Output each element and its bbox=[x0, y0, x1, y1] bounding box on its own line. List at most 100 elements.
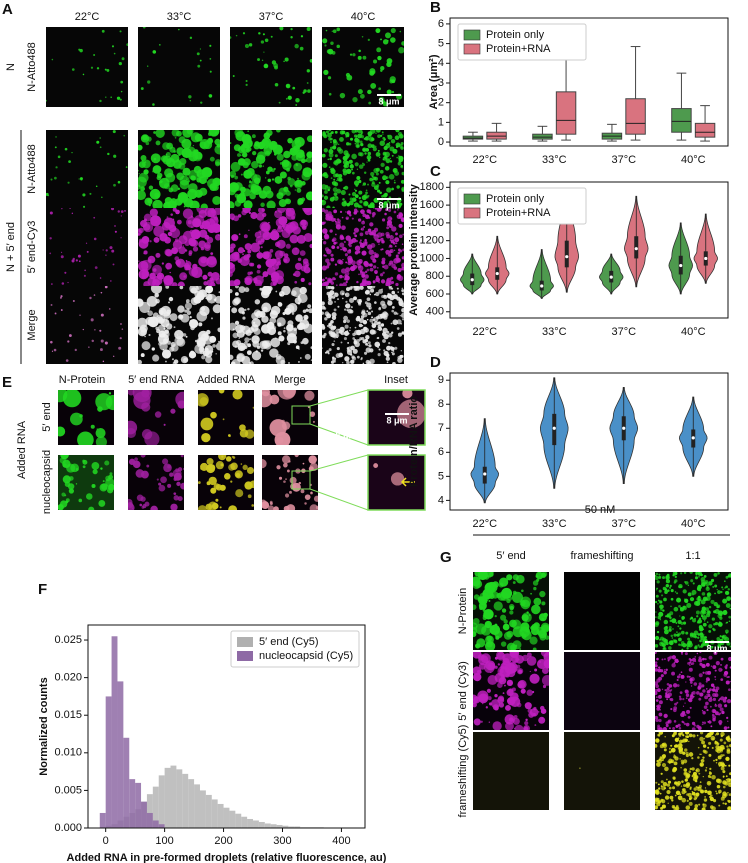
droplet bbox=[260, 40, 265, 44]
droplet bbox=[187, 220, 192, 225]
droplet bbox=[505, 704, 511, 711]
droplet bbox=[497, 663, 501, 666]
droplet bbox=[368, 306, 372, 310]
droplet bbox=[655, 696, 658, 699]
droplet bbox=[206, 458, 214, 466]
droplet bbox=[380, 323, 385, 327]
droplet bbox=[368, 216, 371, 219]
droplet bbox=[232, 390, 243, 400]
droplet bbox=[210, 279, 215, 284]
droplet bbox=[207, 271, 213, 277]
droplet bbox=[230, 480, 233, 483]
droplet bbox=[302, 167, 312, 178]
droplet bbox=[254, 141, 260, 147]
droplet bbox=[341, 297, 344, 300]
droplet bbox=[69, 208, 71, 209]
droplet bbox=[377, 267, 379, 269]
droplet bbox=[690, 693, 694, 697]
droplet bbox=[234, 292, 239, 296]
droplet bbox=[725, 622, 727, 624]
droplet bbox=[719, 635, 722, 638]
droplet bbox=[702, 776, 704, 778]
droplet bbox=[286, 504, 296, 510]
droplet bbox=[174, 136, 177, 139]
droplet bbox=[676, 678, 679, 682]
droplet bbox=[344, 293, 347, 296]
droplet bbox=[274, 310, 276, 312]
droplet bbox=[725, 680, 730, 685]
droplet bbox=[391, 226, 397, 232]
droplet bbox=[324, 351, 327, 354]
droplet bbox=[345, 300, 348, 303]
droplet bbox=[333, 192, 338, 197]
droplet bbox=[398, 208, 401, 209]
droplet bbox=[367, 228, 372, 233]
droplet bbox=[374, 238, 377, 241]
droplet bbox=[198, 256, 209, 267]
droplet bbox=[291, 286, 302, 298]
droplet bbox=[166, 216, 169, 219]
droplet bbox=[230, 361, 236, 364]
droplet bbox=[350, 359, 354, 364]
droplet bbox=[387, 216, 393, 222]
panel-letter: A bbox=[2, 1, 13, 18]
droplet bbox=[206, 236, 214, 244]
droplet bbox=[284, 493, 290, 498]
droplet bbox=[664, 588, 668, 591]
droplet bbox=[367, 341, 371, 345]
droplet bbox=[338, 328, 340, 331]
droplet bbox=[386, 361, 389, 364]
droplet bbox=[357, 55, 362, 60]
droplet bbox=[713, 759, 715, 762]
droplet bbox=[350, 353, 353, 356]
droplet bbox=[352, 356, 357, 361]
droplet bbox=[272, 144, 283, 155]
droplet bbox=[359, 140, 363, 144]
droplet bbox=[299, 46, 304, 51]
droplet bbox=[359, 337, 363, 341]
droplet bbox=[104, 460, 110, 466]
droplet bbox=[304, 502, 307, 505]
droplet bbox=[337, 298, 340, 301]
droplet bbox=[724, 609, 727, 613]
droplet bbox=[186, 178, 188, 180]
droplet bbox=[158, 482, 162, 486]
droplet bbox=[306, 156, 312, 163]
droplet bbox=[534, 668, 538, 672]
droplet bbox=[295, 345, 300, 350]
droplet bbox=[655, 790, 660, 795]
droplet bbox=[655, 575, 659, 581]
droplet bbox=[302, 91, 305, 94]
droplet bbox=[375, 130, 381, 133]
droplet bbox=[190, 287, 198, 294]
droplet bbox=[386, 89, 392, 95]
droplet bbox=[704, 658, 707, 661]
droplet bbox=[727, 735, 730, 738]
droplet bbox=[362, 162, 364, 165]
droplet bbox=[661, 785, 666, 791]
droplet bbox=[363, 201, 369, 206]
droplet bbox=[93, 54, 96, 57]
droplet bbox=[244, 287, 250, 293]
droplet bbox=[158, 309, 164, 315]
droplet bbox=[142, 221, 154, 233]
droplet bbox=[138, 190, 146, 201]
droplet bbox=[74, 348, 77, 352]
droplet bbox=[705, 688, 708, 690]
droplet bbox=[288, 233, 290, 235]
droplet bbox=[349, 309, 354, 314]
droplet bbox=[714, 704, 718, 707]
blobs bbox=[322, 286, 404, 364]
droplet bbox=[689, 680, 693, 684]
droplet bbox=[345, 216, 350, 220]
droplet bbox=[705, 680, 708, 683]
droplet bbox=[230, 201, 235, 208]
droplet bbox=[346, 210, 352, 215]
droplet bbox=[327, 158, 330, 161]
droplet bbox=[190, 215, 193, 218]
droplet bbox=[379, 191, 382, 195]
droplet bbox=[324, 187, 328, 191]
droplet bbox=[375, 275, 379, 279]
droplet bbox=[497, 592, 507, 601]
droplet bbox=[694, 617, 696, 620]
